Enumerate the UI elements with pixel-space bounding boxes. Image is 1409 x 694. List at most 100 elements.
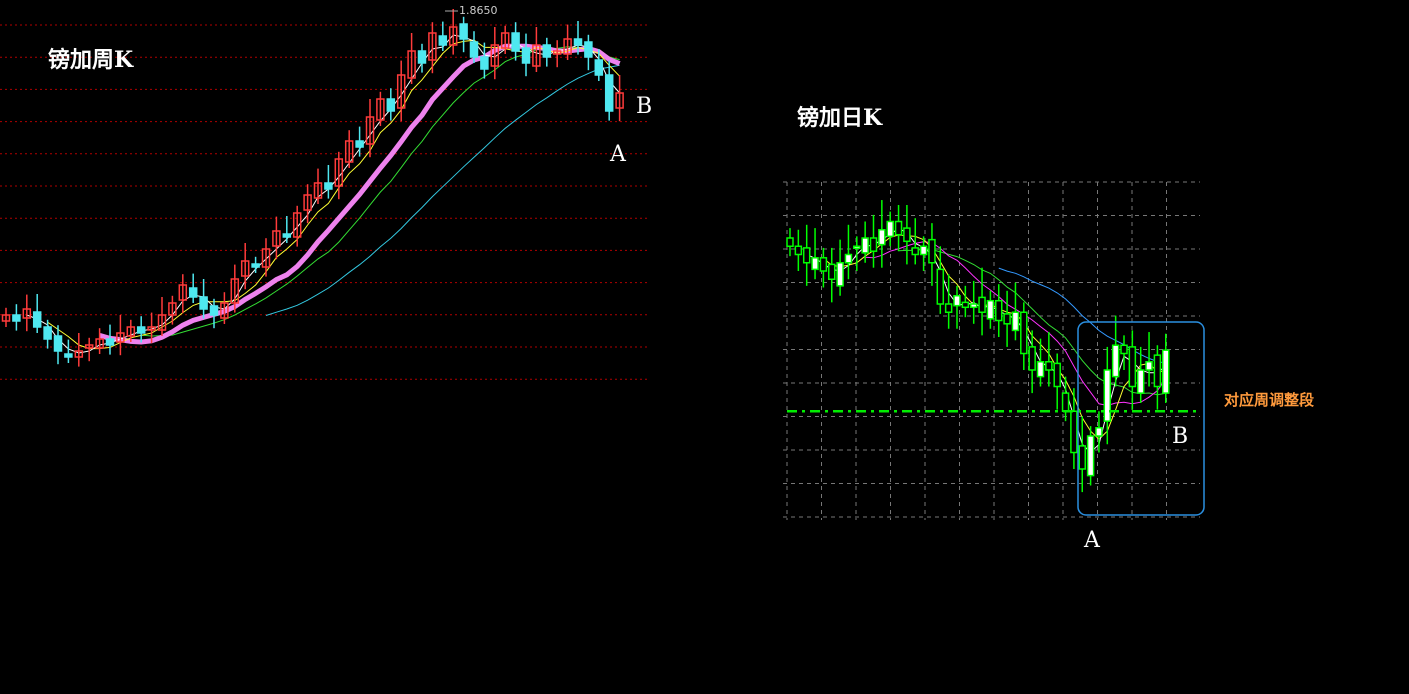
candle-body bbox=[1011, 311, 1020, 332]
candle-body bbox=[74, 350, 84, 358]
candle-body bbox=[240, 260, 250, 277]
candle-body bbox=[802, 247, 811, 264]
ma-long-line bbox=[265, 64, 620, 316]
candle-body bbox=[490, 44, 500, 67]
candle-body bbox=[944, 303, 953, 313]
candle-body bbox=[292, 212, 302, 238]
candle-body bbox=[1070, 410, 1078, 454]
candle-body bbox=[469, 41, 479, 58]
weekly-chart-title: 镑加周K bbox=[48, 47, 134, 73]
candle-body bbox=[1162, 349, 1170, 394]
candle-body bbox=[878, 229, 886, 246]
candle-body bbox=[147, 326, 156, 331]
candle-body bbox=[500, 32, 510, 49]
candle-body bbox=[157, 314, 167, 331]
candle-body bbox=[428, 32, 437, 61]
candle-body bbox=[448, 26, 458, 46]
candle-body bbox=[594, 59, 604, 76]
ma-mid-line bbox=[47, 39, 620, 350]
candle-body bbox=[386, 98, 396, 112]
candle-body bbox=[178, 284, 188, 301]
candle-body bbox=[95, 338, 104, 349]
ma-slow-line bbox=[141, 46, 620, 337]
candle-body bbox=[552, 50, 562, 55]
weekly-label-a: A bbox=[610, 142, 626, 167]
candle-body bbox=[1145, 361, 1153, 371]
candle-body bbox=[324, 182, 333, 190]
highlight-box bbox=[1077, 321, 1205, 516]
candle-body bbox=[986, 299, 995, 320]
candle-body bbox=[911, 247, 919, 256]
candle-body bbox=[1003, 313, 1011, 325]
candle-body bbox=[919, 245, 928, 256]
candle-body bbox=[365, 116, 375, 145]
ma-fast-line bbox=[26, 34, 620, 354]
candle-body bbox=[853, 245, 861, 249]
candle-body bbox=[1028, 346, 1036, 371]
daily-chart-title: 镑加日K bbox=[797, 105, 883, 131]
candle-body bbox=[1095, 427, 1103, 437]
candle-body bbox=[376, 98, 385, 121]
candle-body bbox=[209, 305, 219, 316]
candle-body bbox=[786, 237, 794, 247]
candle-body bbox=[563, 38, 572, 55]
candle-body bbox=[1045, 361, 1053, 371]
candle-body bbox=[886, 220, 894, 238]
candle-body bbox=[64, 353, 73, 358]
candle-body bbox=[573, 38, 583, 46]
candle-body bbox=[136, 326, 146, 334]
candle-body bbox=[84, 344, 94, 349]
candle-body bbox=[861, 237, 869, 254]
candle-body bbox=[272, 230, 281, 247]
candle-body bbox=[344, 140, 354, 163]
candle-body bbox=[828, 263, 836, 280]
candle-body bbox=[542, 44, 552, 58]
candle-body bbox=[313, 182, 323, 199]
candle-body bbox=[811, 257, 819, 271]
candle-body bbox=[1120, 344, 1128, 355]
candle-body bbox=[1020, 311, 1028, 355]
candle-body bbox=[396, 74, 406, 109]
candle-body bbox=[511, 32, 520, 52]
candle-body bbox=[282, 233, 292, 238]
ma-thick-line bbox=[98, 43, 621, 345]
candle-body bbox=[303, 194, 312, 211]
candle-body bbox=[105, 338, 115, 346]
candle-body bbox=[251, 263, 260, 268]
candle-body bbox=[604, 74, 614, 112]
candle-body bbox=[116, 332, 125, 343]
candle-body bbox=[22, 308, 32, 319]
candle-body bbox=[961, 301, 970, 309]
candle-body bbox=[844, 253, 853, 264]
peak-price-label: 1.8650 bbox=[459, 4, 498, 17]
candle-body bbox=[953, 295, 961, 307]
candle-body bbox=[1053, 362, 1061, 388]
candle-body bbox=[230, 278, 240, 304]
candle-body bbox=[188, 287, 198, 298]
candle-body bbox=[819, 257, 828, 272]
candle-body bbox=[869, 237, 878, 252]
candle-body bbox=[126, 326, 136, 337]
candle-body bbox=[1086, 435, 1095, 477]
adjustment-note: 对应周调整段 bbox=[1224, 391, 1315, 409]
candle-body bbox=[459, 23, 468, 40]
candle-body bbox=[1, 314, 11, 322]
candle-body bbox=[969, 303, 978, 309]
candle-body bbox=[199, 296, 208, 310]
candle-body bbox=[1111, 344, 1120, 378]
candle-body bbox=[521, 47, 531, 64]
candle-body bbox=[532, 44, 541, 67]
candle-body bbox=[355, 140, 364, 148]
candle-body bbox=[615, 92, 624, 109]
candle-body bbox=[978, 296, 986, 313]
candle-body bbox=[261, 248, 271, 268]
candle-body bbox=[836, 262, 844, 287]
ma-mid-line bbox=[823, 234, 1166, 441]
candle-body bbox=[43, 326, 52, 340]
candle-body bbox=[584, 41, 593, 58]
candle-body bbox=[928, 238, 936, 264]
candle-body bbox=[936, 268, 945, 305]
ma-long-line bbox=[998, 267, 1166, 364]
candle-body bbox=[220, 302, 229, 319]
